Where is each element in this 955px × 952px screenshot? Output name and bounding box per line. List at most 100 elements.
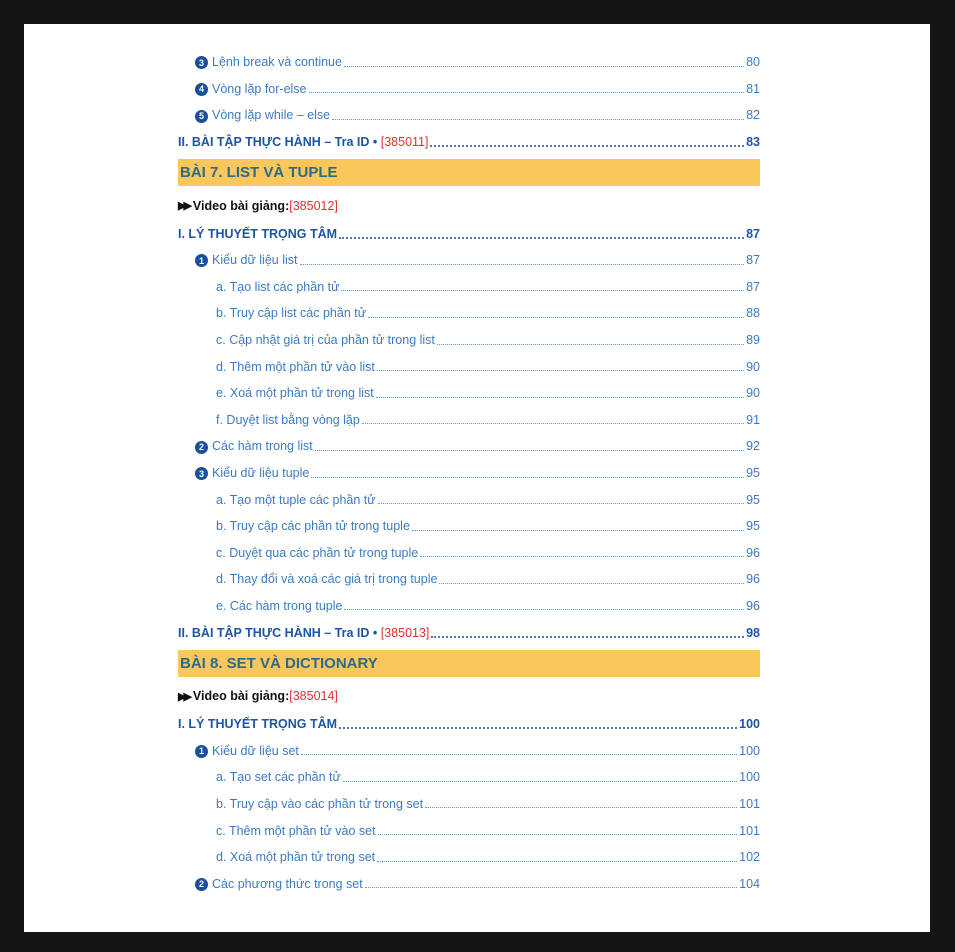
dot-leader xyxy=(311,476,745,478)
toc-entry[interactable]: 3 Kiểu dữ liệu tuple 95 xyxy=(178,460,760,487)
toc-entry-text: a. Tạo list các phần tử xyxy=(216,279,340,294)
toc-entry-text: Vòng lặp while – else xyxy=(212,108,331,123)
toc-entry[interactable]: d. Xoá một phần tử trong set 102 xyxy=(178,844,760,871)
toc-entry-title: b. Truy cập các phần tử trong tuple xyxy=(216,519,410,533)
page-number: 80 xyxy=(746,55,760,70)
dot-leader xyxy=(308,92,745,94)
toc-entry[interactable]: II. BÀI TẬP THỰC HÀNH – Tra ID • [385013… xyxy=(178,619,760,646)
circled-number-icon: 3 xyxy=(195,56,208,70)
toc-entry-text: d. Thêm một phần tử vào list xyxy=(216,359,375,374)
toc-entry-title: d. Thêm một phần tử vào list xyxy=(216,360,375,374)
toc-entry-text: f. Duyệt list bằng vòng lặp xyxy=(216,412,360,427)
lesson-title-band: BÀI 7. LIST VÀ TUPLE xyxy=(178,159,760,187)
video-label: Video bài giảng: xyxy=(192,198,290,213)
toc-entry-text: b. Truy cập các phần tử trong tuple xyxy=(216,519,410,534)
toc-entry[interactable]: e. Các hàm trong tuple 96 xyxy=(178,593,760,620)
circled-number-icon: 4 xyxy=(195,82,208,96)
dot-leader xyxy=(361,423,745,425)
toc-entry[interactable]: 1 Kiểu dữ liệu set 100 xyxy=(178,737,760,764)
circled-number-icon: 2 xyxy=(195,440,208,454)
dot-leader xyxy=(430,145,745,148)
toc-entry-text: b. Truy cập list các phần tử xyxy=(216,306,367,321)
toc-entry[interactable]: a. Tạo set các phần tử 100 xyxy=(178,764,760,791)
toc-entry-text: a. Tạo một tuple các phần tử xyxy=(216,492,376,507)
dot-leader xyxy=(341,290,745,292)
toc-entry[interactable]: f. Duyệt list bằng vòng lặp 91 xyxy=(178,407,760,434)
toc-entry[interactable]: 1 Kiểu dữ liệu list 87 xyxy=(178,247,760,274)
page-number: 81 xyxy=(746,81,760,96)
dot-leader xyxy=(420,556,745,558)
toc-entry-text: Vòng lặp for-else xyxy=(212,81,307,96)
lesson-title-band: BÀI 8. SET VÀ DICTIONARY xyxy=(178,649,760,677)
fast-forward-icon: ▶▶ xyxy=(178,690,192,703)
toc-entry-title: 2 Các hàm trong list xyxy=(195,439,313,454)
dot-leader xyxy=(339,236,745,239)
dot-leader xyxy=(342,780,738,782)
toc-entry[interactable]: 3 Lệnh break và continue 80 xyxy=(178,49,760,76)
toc-entry-text: Các phương thức trong set xyxy=(212,876,363,891)
toc-entry-text: d. Xoá một phần tử trong set xyxy=(216,850,376,865)
toc-entry-title: d. Thay đổi và xoá các giá trị trong tup… xyxy=(216,572,437,586)
video-lecture-link[interactable]: ▶▶ Video bài giảng: [385012] xyxy=(178,191,760,220)
dot-leader xyxy=(368,316,745,318)
toc-entry-title: I. LÝ THUYẾT TRỌNG TÂM xyxy=(178,717,337,731)
dot-leader xyxy=(377,834,738,836)
toc-entry-title: 1 Kiểu dữ liệu list xyxy=(195,253,298,268)
video-id[interactable]: [385014] xyxy=(289,689,338,704)
toc-entry[interactable]: 2 Các hàm trong list 92 xyxy=(178,433,760,460)
dot-leader xyxy=(300,754,738,756)
toc-entry[interactable]: a. Tạo list các phần tử 87 xyxy=(178,274,760,301)
page-number: 91 xyxy=(746,412,760,427)
toc-entry[interactable]: a. Tạo một tuple các phần tử 95 xyxy=(178,486,760,513)
video-lecture-link[interactable]: ▶▶ Video bài giảng: [385014] xyxy=(178,682,760,711)
toc-entry-title: II. BÀI TẬP THỰC HÀNH – Tra ID • [385011… xyxy=(178,135,428,149)
toc-entry[interactable]: 2 Các phương thức trong set 104 xyxy=(178,870,760,897)
page-number: 101 xyxy=(739,796,760,811)
circled-number-icon: 2 xyxy=(195,877,208,891)
toc-entry[interactable]: 5 Vòng lặp while – else 82 xyxy=(178,102,760,129)
toc-entry[interactable]: c. Duyệt qua các phần tử trong tuple 96 xyxy=(178,540,760,567)
toc-entry-text: c. Cập nhật giá trị của phần tử trong li… xyxy=(216,333,435,348)
toc-entry[interactable]: I. LÝ THUYẾT TRỌNG TÂM 87 xyxy=(178,220,760,247)
toc-entry[interactable]: b. Truy cập các phần tử trong tuple 95 xyxy=(178,513,760,540)
toc-entry[interactable]: e. Xoá một phần tử trong list 90 xyxy=(178,380,760,407)
toc-entry-title: 3 Lệnh break và continue xyxy=(195,55,342,70)
toc-entry[interactable]: b. Truy cập vào các phần tử trong set 101 xyxy=(178,791,760,818)
toc-entry-text: Kiểu dữ liệu set xyxy=(212,743,299,758)
toc-entry[interactable]: I. LÝ THUYẾT TRỌNG TÂM 100 xyxy=(178,711,760,738)
circled-number-icon: 1 xyxy=(195,254,208,268)
toc-entry-title: I. LÝ THUYẾT TRỌNG TÂM xyxy=(178,227,337,241)
video-id[interactable]: [385012] xyxy=(289,198,338,213)
toc-entry[interactable]: 4 Vòng lặp for-else 81 xyxy=(178,76,760,103)
exercise-id[interactable]: [385011] xyxy=(380,135,429,150)
page-number: 87 xyxy=(746,253,760,268)
page-number: 87 xyxy=(746,279,760,294)
toc-entry[interactable]: b. Truy cập list các phần tử 88 xyxy=(178,300,760,327)
dot-leader xyxy=(314,449,745,451)
toc-entry-title: II. BÀI TẬP THỰC HÀNH – Tra ID • [385013… xyxy=(178,626,429,640)
page-number: 100 xyxy=(739,717,760,732)
toc-entry-title: e. Xoá một phần tử trong list xyxy=(216,386,374,400)
circled-number-icon: 5 xyxy=(195,109,208,123)
page-number: 90 xyxy=(746,386,760,401)
toc-entry[interactable]: c. Thêm một phần tử vào set 101 xyxy=(178,817,760,844)
toc-entry[interactable]: d. Thêm một phần tử vào list 90 xyxy=(178,353,760,380)
toc-entry-text: I. LÝ THUYẾT TRỌNG TÂM xyxy=(178,717,338,732)
page-number: 87 xyxy=(746,226,760,241)
toc-entry-title: c. Cập nhật giá trị của phần tử trong li… xyxy=(216,333,435,347)
page-number: 88 xyxy=(746,306,760,321)
exercise-id[interactable]: [385013] xyxy=(380,625,430,640)
toc-entry-text: Các hàm trong list xyxy=(212,439,313,454)
toc-entry-text: Kiểu dữ liệu tuple xyxy=(212,465,310,480)
page-number: 82 xyxy=(746,108,760,123)
toc-entry[interactable]: d. Thay đổi và xoá các giá trị trong tup… xyxy=(178,566,760,593)
toc-entry-text: Kiểu dữ liệu list xyxy=(212,253,298,268)
page-number: 89 xyxy=(746,333,760,348)
dot-leader xyxy=(376,370,745,372)
toc-entry[interactable]: II. BÀI TẬP THỰC HÀNH – Tra ID • [385011… xyxy=(178,129,760,156)
toc-entry-title: 1 Kiểu dữ liệu set xyxy=(195,744,299,758)
toc-entry[interactable]: c. Cập nhật giá trị của phần tử trong li… xyxy=(178,327,760,354)
dot-leader xyxy=(339,727,738,730)
toc-entry-text: II. BÀI TẬP THỰC HÀNH – Tra ID • xyxy=(178,625,381,640)
toc-entry-title: d. Xoá một phần tử trong set xyxy=(216,850,375,864)
